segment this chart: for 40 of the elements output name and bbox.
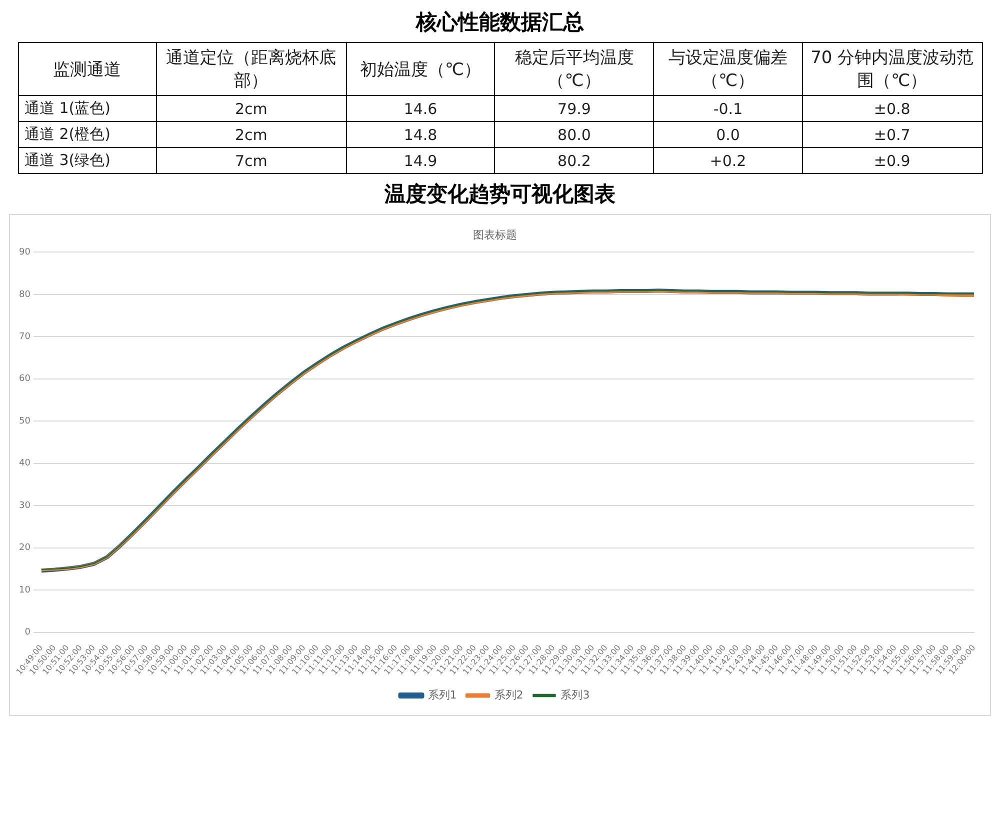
text: 14.8 [404, 126, 438, 144]
y-tick-label: 80 [19, 290, 31, 300]
y-tick-label: 50 [19, 416, 31, 426]
text: 0.0 [716, 126, 740, 144]
y-tick-label: 30 [19, 500, 31, 511]
text: 通道 3(绿色) [24, 151, 111, 169]
legend-label: 系列2 [494, 688, 524, 702]
y-tick-label: 90 [19, 248, 31, 258]
y-tick-label: 60 [19, 374, 31, 384]
text: ±0.8 [874, 100, 910, 118]
y-tick-label: 20 [19, 543, 31, 554]
text: 7cm [235, 152, 268, 170]
text: 2cm [235, 100, 268, 118]
y-tick-label: 10 [19, 585, 31, 596]
chart-title: 温度变化趋势可视化图表 [383, 181, 616, 208]
legend-label: 系列3 [560, 688, 590, 702]
text: 通道 1(蓝色) [24, 99, 111, 117]
legend-label: 系列1 [428, 688, 457, 702]
text: 14.9 [404, 152, 438, 170]
text: ±0.9 [874, 152, 910, 170]
text: 2cm [235, 126, 268, 144]
category-label: 70 分钟内温度波动范围（℃） [802, 42, 982, 96]
category-label: 监测通道 [18, 42, 156, 96]
y-tick-label: 40 [19, 458, 31, 469]
text: 14.6 [404, 100, 438, 118]
category-label: 稳定后平均温度（℃） [494, 42, 654, 96]
chart-subtitle: 图表标题 [473, 228, 517, 242]
category-label: 初始温度（℃） [346, 42, 495, 96]
text: 79.9 [558, 100, 591, 118]
y-tick-label: 0 [24, 628, 31, 638]
text: ±0.7 [874, 126, 910, 144]
y-tick-label: 70 [19, 332, 31, 342]
text: 核心性能数据汇总 [414, 9, 585, 36]
text: 通道 2(橙色) [24, 125, 111, 143]
category-label: 通道定位（距离烧杯底部） [156, 42, 346, 96]
category-label: 与设定温度偏差（℃） [654, 42, 802, 96]
text: -0.1 [713, 100, 743, 118]
text: 80.2 [558, 152, 591, 170]
text: 80.0 [558, 126, 591, 144]
text: +0.2 [710, 152, 746, 170]
